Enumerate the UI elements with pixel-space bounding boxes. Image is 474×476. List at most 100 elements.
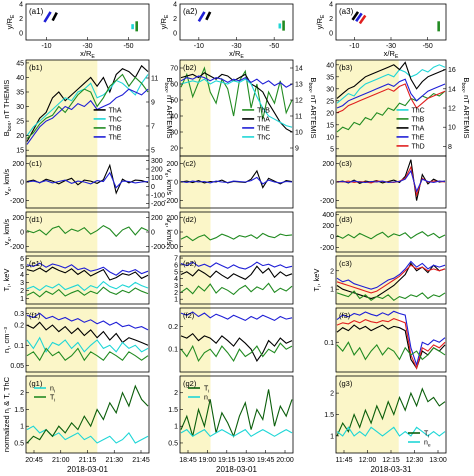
- ytick-label: 200: [322, 223, 334, 230]
- ytick-label: 40: [16, 75, 24, 82]
- legend-label: Ti: [424, 431, 429, 440]
- legend-label-sub: i: [54, 388, 55, 394]
- ytick-label: 1: [20, 424, 24, 431]
- xtick-label: 12:15: [382, 457, 400, 464]
- ylabel-rest: , keV: [312, 269, 321, 286]
- series-line-ThA: [26, 64, 149, 142]
- ytick-label: 40: [326, 62, 334, 69]
- series-line-green: [336, 341, 446, 361]
- ytick-label: 5: [174, 269, 178, 276]
- panel-frame: [25, 255, 150, 305]
- ylabel-sub: x: [7, 188, 13, 191]
- chart-b: (a2)-10 -30 -50420x/REy/RE2030405060709101…: [159, 2, 318, 475]
- legend-label: ni: [50, 386, 55, 395]
- ytick-label: 25: [326, 98, 334, 105]
- series-line-n: [336, 426, 446, 437]
- orbit-xtick-label: -50: [423, 43, 433, 50]
- orbit-ytick-label: 4: [19, 2, 23, 9]
- legend-label-main: n: [204, 395, 208, 402]
- right-ylabel: vx, km/s: [163, 169, 174, 196]
- legend-label: Ti: [204, 386, 209, 395]
- xtick-label: 19:15: [218, 457, 236, 464]
- ylabel-main: T: [2, 286, 11, 291]
- panel-c-2: -200 0 200 400 (d3): [320, 211, 447, 253]
- orbit-xlabel: x/RE: [80, 49, 95, 60]
- xtick-label: 12:00: [359, 457, 377, 464]
- right-ytick-label: 11: [151, 76, 158, 83]
- series-line-ThC: [180, 78, 293, 128]
- panel-label: (d2): [183, 215, 197, 224]
- ytick-label: -200: [164, 244, 178, 251]
- xtick-label: 11:45: [336, 457, 353, 464]
- panel-b-4: 0.1 0.2 (f2): [168, 307, 294, 373]
- orbit-track-blue: [355, 12, 363, 23]
- series-line-black: [180, 265, 293, 280]
- ytick-label: 0.05: [10, 363, 24, 370]
- right-ytick-label: 16: [448, 67, 456, 74]
- legend-label-main: T: [204, 386, 209, 393]
- xtick-label: 20:00: [276, 457, 294, 464]
- ytick-label: -200: [320, 198, 334, 205]
- panel-b-1: -200 0 200 (c2): [164, 155, 294, 209]
- series-line-ThC: [336, 64, 446, 104]
- ytick-label: 5: [20, 264, 24, 271]
- ytick-label: 0: [20, 180, 24, 187]
- xtick-label: 18:45: [179, 457, 197, 464]
- right-ylabel-rest: , nT ARTEMIS: [309, 91, 318, 139]
- ylabel-rest: , nT THEMIS: [2, 80, 11, 123]
- series-line-ThB: [26, 73, 149, 139]
- series-line-red: [336, 264, 446, 294]
- ylabel-sub: box: [7, 122, 13, 131]
- ytick-label: 1: [174, 424, 178, 431]
- ylabel-sub: x: [7, 238, 13, 241]
- orbit-ylabel-sub: E: [10, 14, 16, 18]
- panel-label: (g3): [339, 379, 353, 388]
- ytick-label: 2: [20, 288, 24, 295]
- series-line-black: [336, 159, 446, 201]
- ytick-label: 35: [326, 74, 334, 81]
- ytick-label: 2: [330, 268, 334, 275]
- orbit-panel-label: (a1): [29, 7, 44, 16]
- right-ylabel-sub: x: [163, 173, 169, 176]
- panel-b-2: -200 0 200 (d2): [164, 211, 294, 253]
- panel-label: (e1): [29, 259, 43, 268]
- right-ytick-label: 100: [151, 175, 163, 182]
- orbit-xtick-label: -50: [123, 43, 133, 50]
- orbit-ylabel-main: y/R: [159, 18, 168, 30]
- ylabel: ni, cm⁻³: [2, 327, 13, 353]
- panel-frame: [179, 255, 294, 305]
- legend-label: ne: [204, 395, 211, 404]
- orbit-xtick-label: -30: [231, 43, 241, 50]
- ytick-label: 2: [174, 290, 178, 297]
- orbit-xtick-label: -50: [269, 43, 279, 50]
- legend-label-main: T: [424, 431, 429, 438]
- panel-label: (d3): [339, 215, 353, 224]
- orbit-ytick-label: 0: [329, 30, 333, 37]
- panel-a-4: 0.05 0.1 0.2 0.3 (f1) ni, cm⁻³: [2, 307, 150, 373]
- ytick-label: 2: [330, 391, 334, 398]
- right-ylabel-rest: , km/s: [165, 175, 174, 195]
- ytick-label: 10: [326, 134, 334, 141]
- panel-label: (b3): [339, 63, 353, 72]
- panel-label: (c1): [29, 159, 42, 168]
- ytick-label: 45: [16, 60, 24, 67]
- ytick-label: 0.3: [14, 311, 24, 318]
- ylabel-main: n: [2, 349, 11, 353]
- ytick-label: 70: [170, 66, 178, 73]
- ytick-label: 200: [322, 161, 334, 168]
- legend-label: ThE: [109, 134, 122, 141]
- ytick-label: 30: [326, 86, 334, 93]
- right-ylabel-main: B: [462, 77, 471, 82]
- ylabel: vx, km/s: [2, 219, 13, 246]
- orbit-ytick-label: 2: [173, 16, 177, 23]
- ylabel: Bbox, nT THEMIS: [2, 80, 13, 137]
- legend-label-main: T: [50, 395, 55, 402]
- series-line-ThB: [180, 66, 293, 120]
- orbit-ytick-label: 4: [173, 2, 177, 9]
- legend-label: Ti: [50, 395, 55, 404]
- orbit-track-red: [358, 14, 367, 25]
- panel-b-0: 20 30 40 50 60 70 9 10 11 12 13 14 Bbox, nT ARTEMIS (…: [170, 59, 318, 157]
